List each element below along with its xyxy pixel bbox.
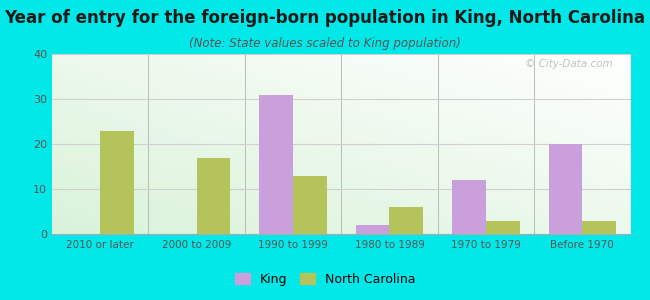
Legend: King, North Carolina: King, North Carolina — [229, 268, 421, 291]
Bar — [259, 94, 293, 234]
Bar — [100, 130, 134, 234]
Text: © City-Data.com: © City-Data.com — [525, 59, 613, 69]
Bar — [196, 158, 230, 234]
Text: Year of entry for the foreign-born population in King, North Carolina: Year of entry for the foreign-born popul… — [5, 9, 645, 27]
Bar — [486, 220, 519, 234]
Bar — [582, 220, 616, 234]
Text: (Note: State values scaled to King population): (Note: State values scaled to King popul… — [189, 38, 461, 50]
Bar — [356, 225, 389, 234]
Bar — [452, 180, 486, 234]
Bar — [389, 207, 423, 234]
Bar — [549, 144, 582, 234]
Bar — [293, 176, 327, 234]
